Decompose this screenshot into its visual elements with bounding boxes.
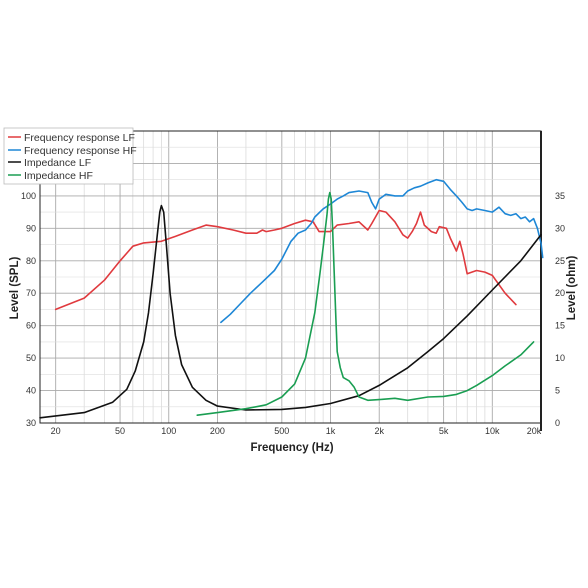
right-y-tick-label: 5 — [555, 386, 560, 396]
hf-impedance-line — [196, 191, 535, 416]
right-y-tick-label: 15 — [555, 321, 565, 331]
right-y-tick-label: 0 — [555, 418, 560, 428]
legend-label-hf-impedance: Impedance HF — [24, 170, 93, 182]
x-tick-label: 20k — [527, 426, 542, 436]
x-tick-label: 1k — [326, 426, 336, 436]
x-tick-label: 200 — [210, 426, 225, 436]
x-tick-label: 2k — [374, 426, 384, 436]
right-y-tick-label: 35 — [555, 191, 565, 201]
x-axis-title: Frequency (Hz) — [250, 442, 333, 454]
left-y-tick-label: 60 — [26, 321, 36, 331]
x-tick-labels: 20 50 100 200 500 1k 2k 5k 10k 20k — [51, 426, 542, 436]
x-tick-label: 500 — [274, 426, 289, 436]
right-y-tick-labels: 0 5 10 15 20 25 30 35 — [555, 191, 565, 428]
left-y-tick-label: 70 — [26, 288, 36, 298]
right-y-tick-label: 25 — [555, 256, 565, 266]
right-y-tick-label: 20 — [555, 288, 565, 298]
left-y-tick-label: 30 — [26, 418, 36, 428]
x-tick-label: 5k — [439, 426, 449, 436]
x-tick-label: 100 — [161, 426, 176, 436]
hf-response-line — [220, 178, 544, 324]
x-tick-label: 10k — [485, 426, 500, 436]
right-y-tick-label: 30 — [555, 223, 565, 233]
legend-box — [3, 127, 134, 185]
left-y-axis-title: Level (SPL) — [9, 257, 21, 320]
left-y-tick-labels: 30405060708090100110 — [21, 158, 36, 428]
lf-response-line — [54, 209, 517, 311]
right-y-axis-title: Level (ohm) — [566, 256, 578, 321]
left-y-tick-label: 50 — [26, 353, 36, 363]
left-y-tick-label: 40 — [26, 386, 36, 396]
legend-label-lf-impedance: Impedance LF — [24, 157, 91, 169]
series-lines — [39, 178, 544, 419]
left-y-tick-label: 90 — [26, 223, 36, 233]
legend-label-hf-response: Frequency response HF — [24, 145, 137, 157]
right-y-tick-label: 10 — [555, 353, 565, 363]
x-tick-label: 50 — [115, 426, 125, 436]
legend: Frequency response LF Frequency response… — [3, 127, 137, 185]
left-y-tick-label: 100 — [21, 191, 36, 201]
legend-label-lf-response: Frequency response LF — [24, 132, 135, 144]
x-tick-label: 20 — [51, 426, 61, 436]
lf-impedance-line — [39, 204, 542, 419]
left-y-tick-label: 80 — [26, 256, 36, 266]
